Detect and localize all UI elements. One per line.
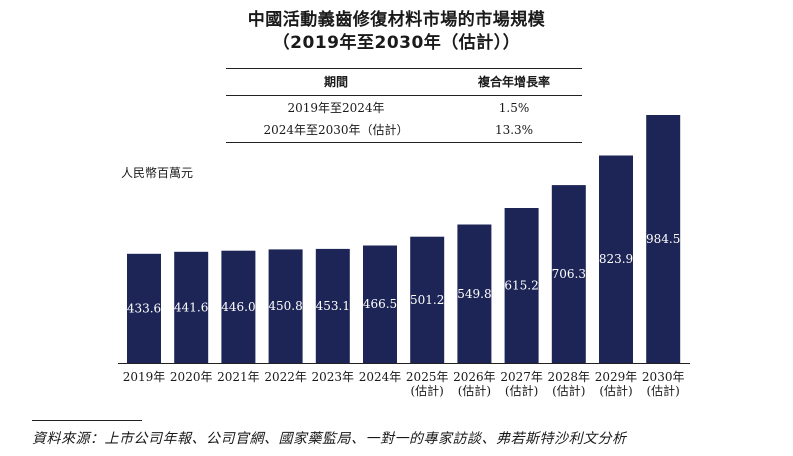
bar-value-label: 453.1 [316, 299, 350, 313]
cagr-header-period: 期間 [226, 68, 446, 96]
bar [315, 248, 350, 363]
bar [646, 115, 681, 363]
bar [410, 236, 445, 363]
x-tick-label: 2028年 [548, 370, 591, 384]
cagr-table: 期間 複合年增長率 2019年至2024年 1.5% 2024年至2030年（估… [226, 68, 582, 143]
x-tick-label: 2030年 [642, 370, 685, 384]
x-tick-label: 2022年 [264, 370, 307, 384]
bar-value-label: 984.5 [646, 232, 680, 246]
chart-title: 中國活動義齒修復材料市場的市場規模 [247, 10, 546, 30]
x-tick-label: 2023年 [312, 370, 355, 384]
cagr-period: 2019年至2024年 [287, 101, 385, 115]
x-tick-label: 2025年 [406, 370, 449, 384]
x-tick-sublabel: (估計) [647, 383, 680, 398]
x-tick-label: 2026年 [453, 370, 496, 384]
x-tick-labels: 2019年 2020年 2021年 2022年 2023年 2024年 2025年(估計)2… [123, 370, 685, 398]
x-tick-sublabel: (估計) [411, 383, 444, 398]
bar-value-label: 450.8 [268, 299, 302, 313]
cagr-row: 2019年至2024年 1.5% [226, 96, 582, 119]
x-tick-sublabel: (估計) [458, 383, 491, 398]
bar [363, 245, 397, 363]
bar-value-label: 446.0 [221, 300, 255, 314]
cagr-header-rate: 複合年增長率 [446, 68, 582, 96]
bar [268, 249, 303, 363]
source-note: 資料來源：上市公司年報、公司官網、國家藥監局、一對一的專家訪談、弗若斯特沙利文分… [32, 431, 627, 447]
bar-value-label: 823.9 [599, 252, 633, 266]
cagr-period: 2024年至2030年（估計） [226, 118, 446, 143]
bar [599, 155, 633, 363]
source-divider [32, 420, 142, 421]
bar [174, 251, 209, 363]
cagr-rate: 13.3% [446, 118, 582, 143]
x-tick-label: 2019年 [123, 370, 166, 384]
y-axis-label: 人民幣百萬元 [121, 166, 194, 180]
bar-chart: 433.6 441.6 446.0 450.8 453.1 466.5 501.2 549.8… [118, 115, 690, 398]
x-tick-label: 2021年 [217, 370, 260, 384]
x-tick-sublabel: (估計) [599, 383, 632, 398]
x-tick-label: 2020年 [170, 370, 213, 384]
cagr-header-row: 期間 複合年增長率 [226, 68, 582, 96]
x-tick-sublabel: (估計) [505, 383, 538, 398]
chart-subtitle: （2019年至2030年（估計）） [272, 33, 521, 53]
bar [504, 208, 539, 363]
bars-group: 433.6 441.6 446.0 450.8 453.1 466.5 501.2 549.8… [127, 115, 681, 363]
bar-value-label: 615.2 [504, 279, 538, 293]
bar-value-label: 441.6 [174, 300, 208, 314]
bar [127, 253, 161, 363]
x-tick-sublabel: (估計) [552, 383, 585, 398]
x-tick-label: 2024年 [359, 370, 402, 384]
bar-value-label: 466.5 [363, 297, 397, 311]
bar-value-label: 706.3 [552, 267, 586, 281]
x-tick-label: 2027年 [500, 370, 543, 384]
bar [551, 185, 586, 363]
x-tick-label: 2029年 [595, 370, 638, 384]
bar-value-label: 433.6 [127, 301, 161, 315]
bar [221, 250, 256, 363]
cagr-rate: 1.5% [498, 100, 530, 115]
bar [457, 224, 492, 363]
bar-value-label: 549.8 [457, 287, 491, 301]
bar-value-label: 501.2 [410, 293, 444, 307]
cagr-row: 2024年至2030年（估計） 13.3% [226, 118, 582, 143]
